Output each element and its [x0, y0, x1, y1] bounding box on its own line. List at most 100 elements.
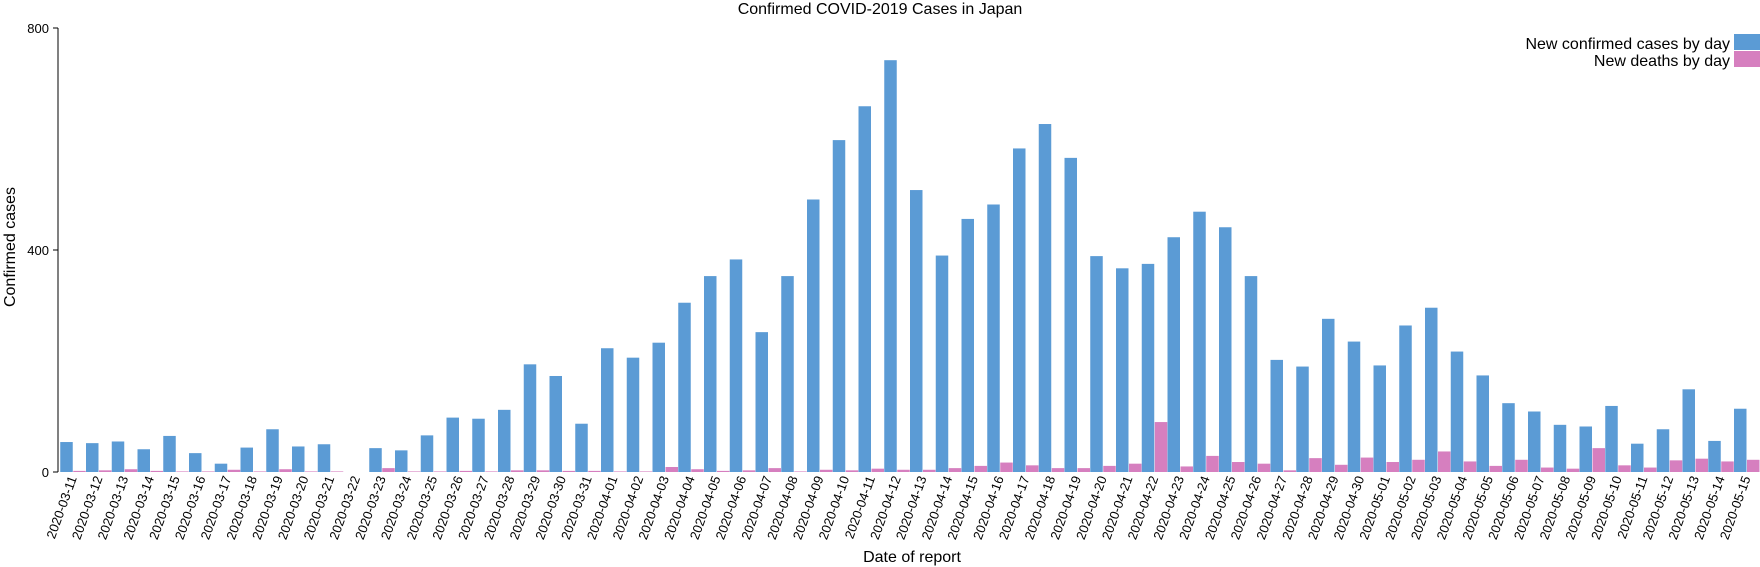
bar-cases [1373, 365, 1386, 472]
bar-deaths [433, 471, 447, 472]
bar-cases [163, 435, 176, 472]
y-tick-label: 800 [27, 21, 49, 36]
bar-cases [1734, 408, 1747, 472]
bar-cases [858, 106, 871, 472]
bar-deaths [1309, 458, 1322, 473]
bar-cases [472, 418, 485, 472]
bar-cases [729, 259, 743, 472]
legend: New confirmed cases by day New deaths by… [1525, 34, 1760, 70]
bar-cases [1064, 157, 1077, 472]
bar-deaths [1257, 463, 1271, 472]
bar-deaths [845, 470, 859, 472]
bar-cases [1141, 263, 1155, 473]
bar-cases [1656, 429, 1670, 472]
bar-deaths [1206, 455, 1219, 472]
bar-deaths [588, 470, 601, 472]
bar-deaths [1360, 457, 1374, 472]
bar-cases [704, 276, 717, 472]
bar-cases [1116, 268, 1129, 472]
bar-deaths [1283, 470, 1296, 472]
bar-cases [1038, 124, 1052, 473]
bar-cases [884, 60, 897, 472]
bar-deaths [73, 470, 86, 472]
bar-deaths [330, 471, 344, 472]
bar-cases [1553, 424, 1567, 472]
bar-cases [755, 332, 768, 472]
bar-deaths [1335, 464, 1348, 472]
bar-deaths [150, 470, 163, 472]
y-axis-label: Confirmed cases [2, 187, 19, 307]
bar-cases [652, 342, 665, 472]
legend-label-cases: New confirmed cases by day [1525, 36, 1730, 53]
chart-title: Confirmed COVID-2019 Cases in Japan [738, 1, 1023, 18]
bar-cases [678, 302, 691, 472]
bar-deaths [99, 470, 112, 472]
bar-deaths [691, 469, 704, 472]
bar-deaths [1644, 467, 1657, 472]
bar-deaths [382, 468, 395, 472]
bar-deaths [948, 468, 962, 472]
bar-cases [1450, 351, 1464, 472]
bar-cases [137, 449, 150, 472]
bar-deaths [1541, 467, 1554, 472]
bar-deaths [768, 468, 781, 472]
bar-cases [1219, 227, 1232, 472]
bar-deaths [279, 469, 292, 472]
bar-cases [807, 199, 820, 472]
bar-cases [1399, 325, 1412, 472]
bar-cases [498, 409, 511, 472]
bar-deaths [1721, 461, 1734, 472]
bar-cases [626, 357, 640, 472]
bar-deaths [820, 469, 833, 472]
bar-deaths [1669, 460, 1683, 472]
bar-deaths [1463, 461, 1477, 472]
bar-deaths [485, 471, 498, 472]
bar-cases [214, 463, 228, 472]
bar-deaths [923, 469, 936, 472]
x-tick-labels: 2020-03-112020-03-122020-03-132020-03-14… [43, 474, 1753, 542]
bar-deaths [202, 471, 215, 472]
bar-deaths [1618, 465, 1631, 472]
bar-deaths [1489, 465, 1502, 472]
bar-cases [961, 218, 974, 472]
bar-deaths [176, 471, 189, 472]
bar-cases [575, 423, 588, 472]
bar-cases [781, 276, 794, 472]
bar-cases [832, 140, 846, 473]
bar-cases [189, 453, 202, 472]
bar-cases [1322, 318, 1335, 472]
bar-cases [111, 441, 125, 472]
bar-cases [1605, 405, 1618, 472]
bar-deaths [459, 470, 472, 472]
bar-deaths [1566, 468, 1580, 472]
bar-deaths [1026, 465, 1039, 472]
y-tick-label: 400 [27, 243, 49, 258]
bar-deaths [1077, 468, 1090, 472]
bar-deaths [897, 469, 910, 472]
bar-cases [1193, 211, 1206, 472]
bar-deaths [974, 465, 987, 472]
bar-cases [1502, 403, 1515, 472]
bar-cases [987, 204, 1000, 473]
bar-cases [1013, 148, 1026, 472]
bar-cases [446, 417, 459, 472]
bar-cases [1682, 389, 1695, 472]
bar-cases [1425, 307, 1438, 472]
bar-deaths [871, 468, 884, 472]
bar-deaths [408, 471, 421, 472]
bar-cases [1090, 256, 1103, 472]
bar-cases [317, 444, 331, 472]
bar-deaths [1747, 459, 1760, 472]
bar-deaths [1438, 451, 1451, 472]
bar-cases [549, 375, 562, 472]
bar-cases [1476, 375, 1489, 472]
bar-cases [601, 348, 614, 472]
y-ticks: 0 400 800 [27, 21, 58, 480]
bar-cases [420, 435, 434, 472]
legend-swatch-cases [1734, 34, 1760, 50]
bar-cases [1347, 341, 1361, 472]
bar-deaths [1412, 459, 1425, 472]
bar-deaths [794, 471, 807, 472]
bar-cases [1708, 440, 1721, 472]
